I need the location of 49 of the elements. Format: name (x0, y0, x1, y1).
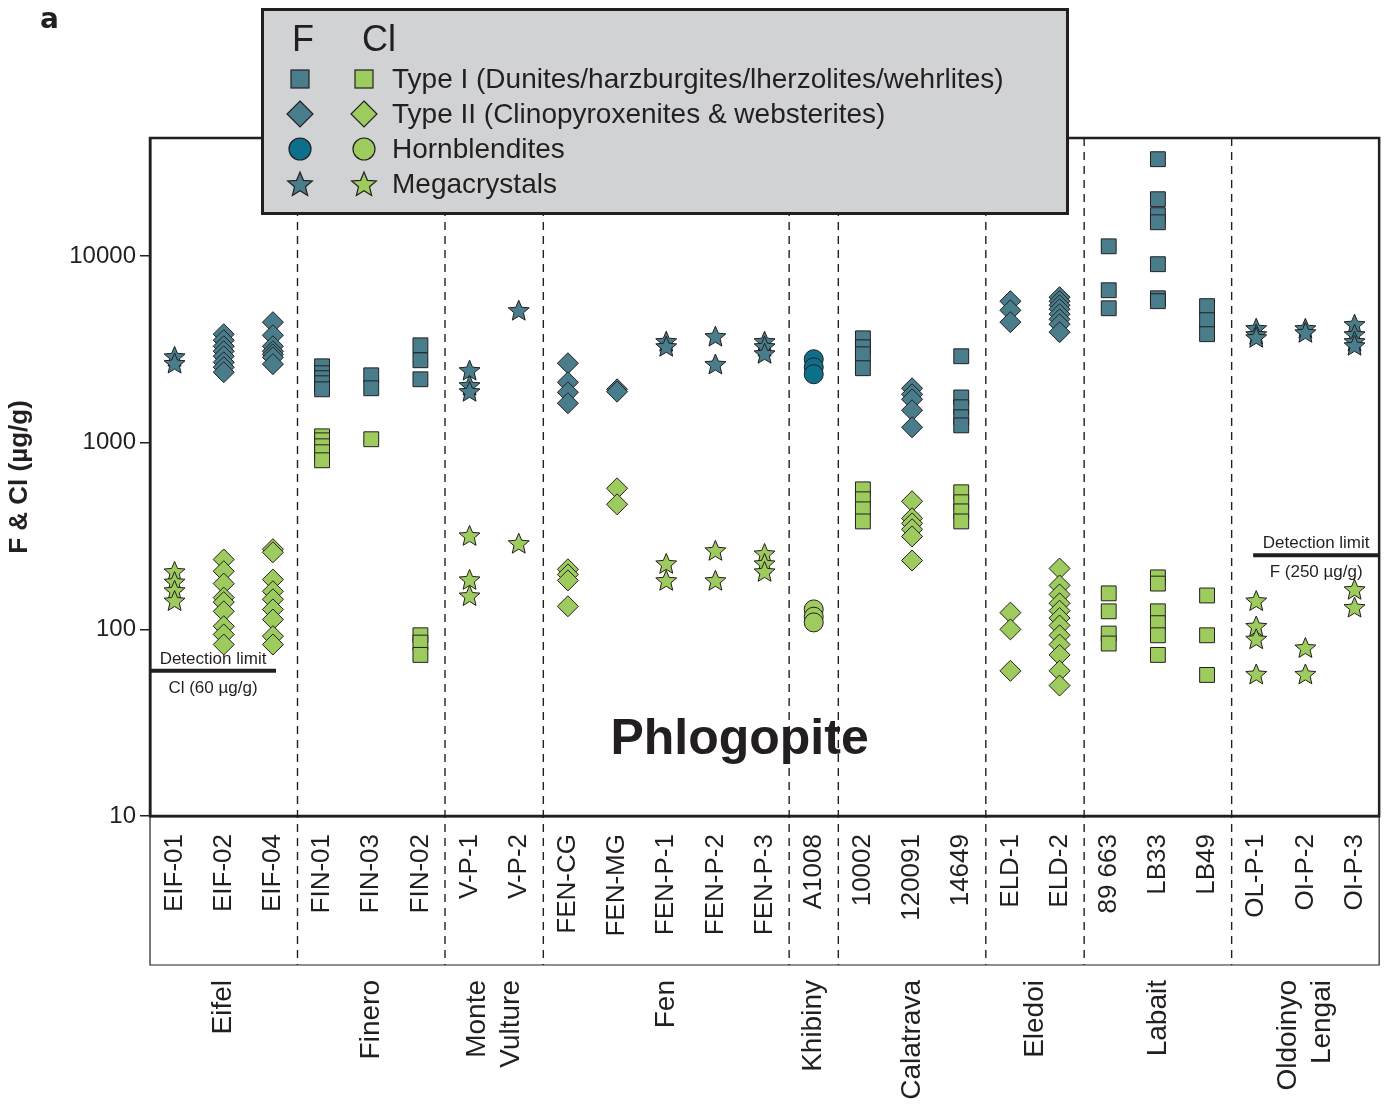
x-tick-label: FIN-03 (354, 834, 385, 914)
x-tick-label: OL-P-1 (1239, 834, 1270, 918)
x-tick-label: FEN-CG (551, 834, 582, 934)
y-axis-title: F & Cl (µg/g) (2, 400, 33, 554)
x-tick-label: ELD-1 (993, 834, 1024, 908)
text: Monte Vulture (459, 980, 525, 1068)
y-tick-label: 1000 (82, 427, 136, 455)
x-tick-label: V-P-2 (501, 834, 532, 900)
x-tick-label: FIN-02 (403, 834, 434, 914)
text: Fen (648, 980, 680, 1029)
x-tick-label: 14649 (944, 834, 975, 907)
x-tick-label: EIF-04 (256, 834, 287, 913)
x-tick-label: FEN-P-1 (649, 834, 680, 936)
x-tick-label: OI-P-2 (1288, 834, 1319, 911)
x-tick-label: EIF-01 (157, 834, 188, 913)
x-tick-label: FEN-MG (600, 834, 631, 937)
x-tick-label: 10002 (846, 834, 877, 907)
x-tick-label: EIF-02 (206, 834, 237, 913)
text: Cl (361, 17, 397, 61)
text: F (291, 17, 315, 61)
text: Eledoi (1017, 980, 1049, 1058)
legend-label: Type II (Clinopyroxenites & websterites) (392, 97, 886, 130)
chart-title: a (40, 2, 59, 35)
annotation: Phlogopite (610, 708, 869, 765)
x-tick-label: 89 663 (1091, 834, 1122, 914)
y-tick-label: 10000 (69, 240, 136, 268)
x-tick-label: LB49 (1190, 834, 1221, 895)
text: Eifel (206, 980, 238, 1035)
x-tick-label: LB33 (1141, 834, 1172, 895)
x-tick-label: ELD-2 (1042, 834, 1073, 908)
x-tick-label: OI-P-3 (1337, 834, 1368, 911)
text: Finero (353, 980, 385, 1060)
x-tick-label: A1008 (796, 834, 827, 910)
y-tick-label: 10 (109, 800, 136, 828)
x-tick-label: V-P-1 (452, 834, 483, 900)
x-tick-label: FEN-P-3 (747, 834, 778, 936)
legend-label: Hornblendites (392, 132, 565, 165)
x-tick-label: FEN-P-2 (698, 834, 729, 936)
ref-line-label: Detection limit F (250 µg/g) (1262, 533, 1370, 582)
x-tick-label: FIN-01 (305, 834, 336, 914)
ref-line-label: Detection limit Cl (60 µg/g) (159, 648, 267, 697)
text: Khibiny (796, 980, 828, 1072)
legend-label: Type I (Dunites/harzburgites/lherzolites/wehrlites) (392, 62, 1004, 95)
text: Calatrava (894, 979, 926, 1100)
y-tick-label: 100 (95, 614, 136, 642)
legend-label: Megacrystals (392, 167, 557, 200)
text: Labait (1140, 979, 1172, 1057)
x-tick-label: 120091 (895, 834, 926, 921)
text: Oldoinyo Lengai (1271, 980, 1337, 1091)
